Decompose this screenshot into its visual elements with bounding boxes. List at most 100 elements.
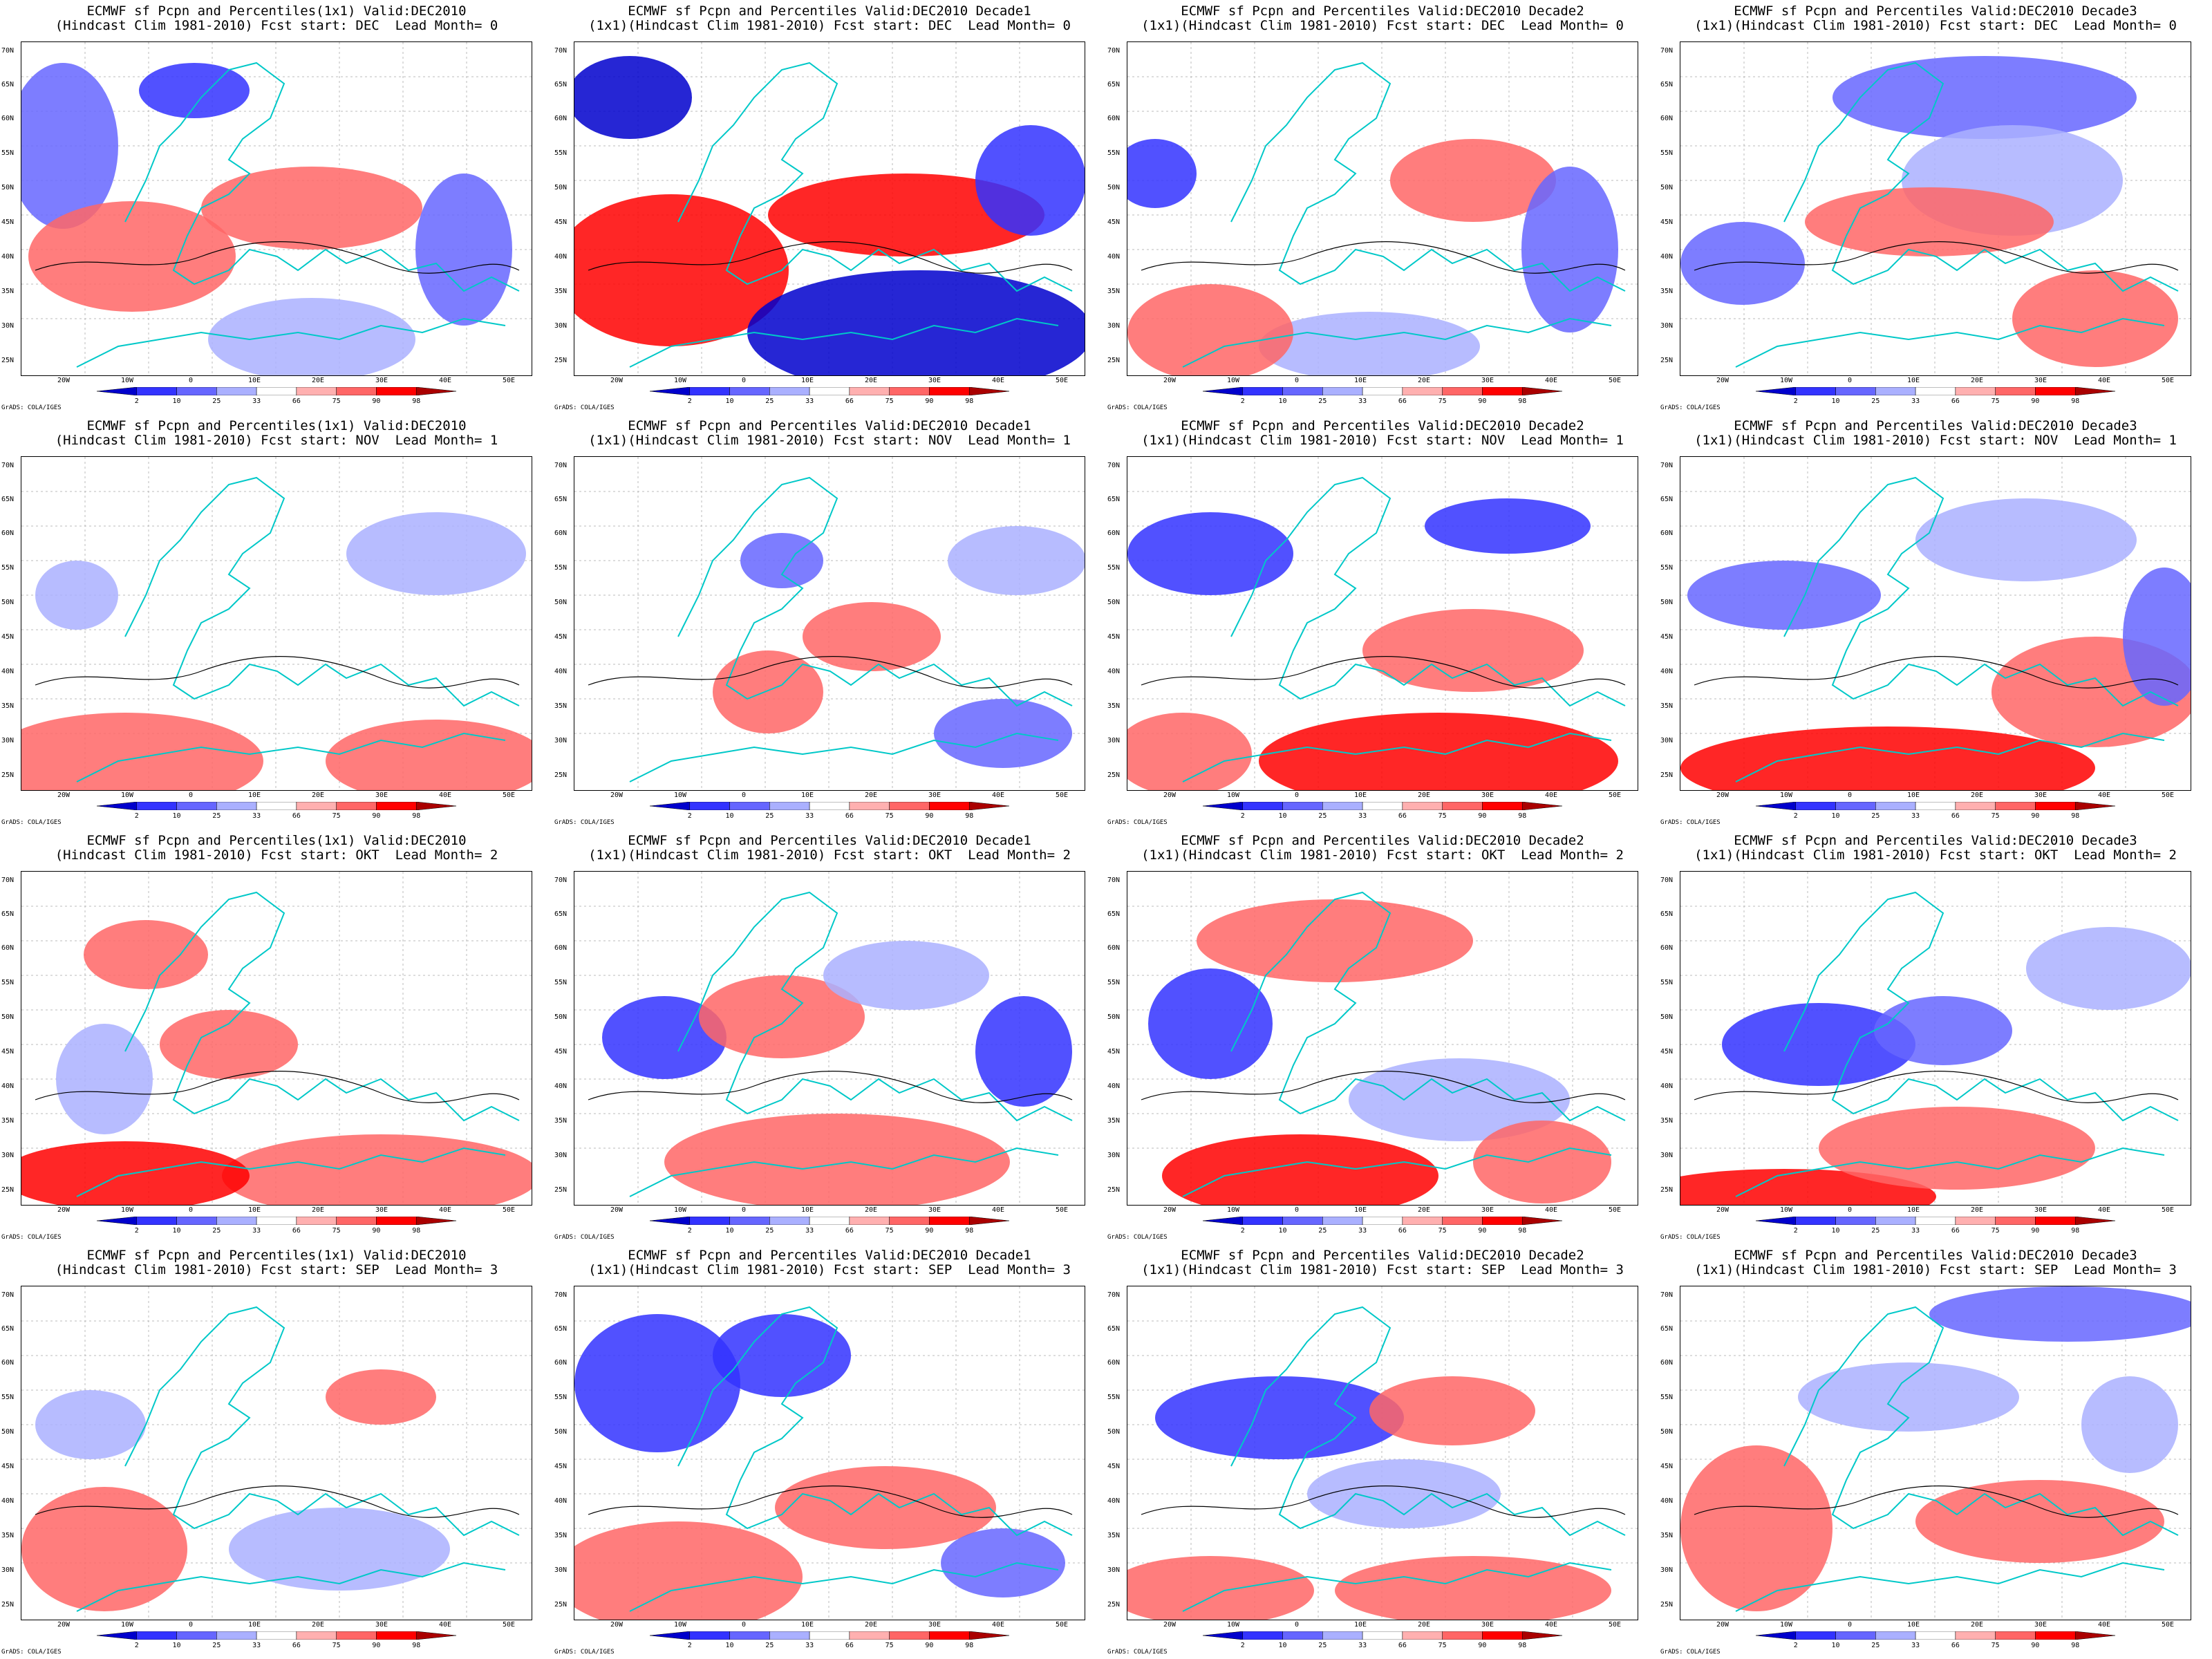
colorbar-label: 75 [1438,812,1447,820]
latitude-label: 45N [1,1048,15,1056]
percentile-shading [823,941,989,1010]
colorbar-segment [889,1631,930,1640]
latitude-label: 50N [1107,1428,1121,1436]
panel-title: ECMWF sf Pcpn and Percentiles Valid:DEC2… [1694,3,2177,33]
credit-text: GrADS: COLA/IGES [1,404,62,411]
longitude-label: 0 [188,1206,194,1214]
colorbar-label: 98 [1518,397,1527,405]
latitude-label: 45N [554,633,568,641]
colorbar-segment [650,1631,691,1640]
longitude-label: 50E [1055,377,1069,384]
percentile-shading [713,1314,851,1397]
colorbar-label: 90 [925,1227,934,1235]
longitude-label: 0 [1847,791,1853,799]
longitude-label: 10E [800,377,814,384]
colorbar [650,1631,1009,1640]
latitude-label: 40N [1107,668,1121,675]
longitude-label: 10W [673,1206,687,1214]
colorbar [1756,387,2115,395]
latitude-label: 25N [554,1601,568,1609]
coastline [1230,62,1626,292]
longitude-label: 10E [800,1621,814,1629]
longitude-label: 40E [438,377,452,384]
longitude-label: 10E [1906,377,1920,384]
latitude-label: 55N [1107,979,1121,986]
latitude-label: 40N [1,1497,15,1505]
colorbar-label: 66 [1951,1227,1960,1235]
colorbar-segment [1362,1217,1403,1225]
colorbar-label: 25 [765,1642,774,1649]
percentile-shading [1680,222,1805,305]
colorbar-segment [296,387,337,395]
colorbar-segment [1835,1217,1876,1225]
colorbar-label: 33 [1911,812,1920,820]
colorbar-label: 25 [765,1227,774,1235]
percentile-shading [1148,968,1273,1079]
percentile-shading [201,167,422,250]
latitude-label: 35N [1107,1532,1121,1539]
colorbar-label: 2 [687,1227,692,1235]
longitude-label: 10W [673,1621,687,1629]
credit-text: GrADS: COLA/IGES [1,819,62,826]
colorbar-segment [809,1631,850,1640]
colorbar-label: 98 [2071,397,2080,405]
longitude-label: 50E [502,1206,516,1214]
map-plot-area [574,871,1085,1206]
percentile-shading [1680,1445,1833,1611]
longitude-label: 10W [1779,377,1793,384]
colorbar-segment [1955,1217,1996,1225]
colorbar-label: 33 [1358,812,1367,820]
latitude-label: 25N [1660,1186,1674,1194]
colorbar-label: 66 [845,397,854,405]
map-panel: ECMWF sf Pcpn and Percentiles(1x1) Valid… [0,415,553,830]
map-plot-area [21,41,532,376]
coastline [1735,1562,2165,1612]
longitude-label: 0 [1294,1206,1300,1214]
percentile-shading [84,920,208,989]
latitude-label: 60N [1107,1359,1121,1367]
percentile-shading [1390,139,1556,222]
colorbar-segment [650,802,691,810]
longitude-label: 20E [311,1621,325,1629]
longitude-label: 30E [928,1206,941,1214]
latitude-label: 50N [1,599,15,606]
colorbar-segment [97,802,138,810]
precip-contour [1141,656,1626,688]
longitude-label: 20E [1417,377,1431,384]
map-panel: ECMWF sf Pcpn and Percentiles Valid:DEC2… [1106,1244,1659,1659]
panel-title: ECMWF sf Pcpn and Percentiles Valid:DEC2… [588,418,1071,448]
colorbar-segment [1203,387,1244,395]
colorbar [1756,802,2115,810]
colorbar-segment [968,1631,1009,1640]
longitude-label: 0 [741,1206,747,1214]
colorbar-label: 98 [2071,1642,2080,1649]
precip-contour [1141,241,1626,274]
percentile-shading [1722,1003,1915,1086]
longitude-label: 20W [1716,377,1730,384]
percentile-shading [1833,56,2137,139]
colorbar-segment [929,1217,970,1225]
colorbar-label: 10 [1831,1227,1840,1235]
colorbar-segment [1242,1631,1283,1640]
longitude-label: 20E [864,377,878,384]
precip-contour [588,241,1073,274]
latitude-label: 25N [1660,1601,1674,1609]
longitude-label: 50E [1055,791,1069,799]
longitude-label: 10W [1226,377,1240,384]
panel-title: ECMWF sf Pcpn and Percentiles Valid:DEC2… [1141,3,1624,33]
longitude-label: 10W [1779,1621,1793,1629]
longitude-label: 20E [1970,377,1984,384]
colorbar-label: 10 [1831,812,1840,820]
longitude-label: 40E [2097,377,2111,384]
latitude-label: 55N [554,1394,568,1401]
colorbar-segment [336,802,377,810]
coastline [76,1147,506,1197]
longitude-label: 10W [120,791,134,799]
coastline [1735,317,2165,368]
map-plot-area [574,1286,1085,1620]
colorbar-label: 98 [412,1227,421,1235]
latitude-label: 70N [554,1291,568,1299]
percentile-shading [35,561,118,630]
longitude-label: 40E [2097,791,2111,799]
colorbar-label: 98 [965,397,974,405]
